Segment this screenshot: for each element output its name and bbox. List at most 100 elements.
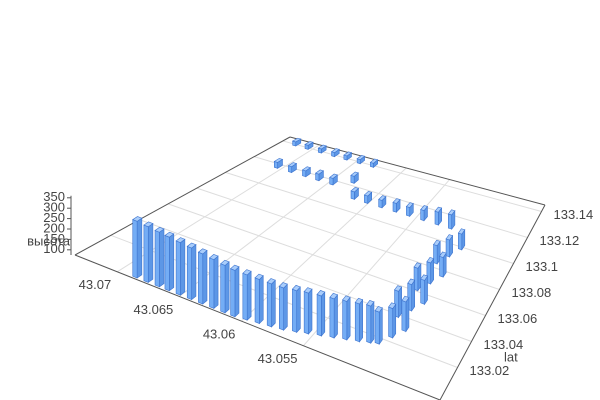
- bar-side: [224, 261, 230, 314]
- bar-front: [350, 174, 355, 184]
- bar-side: [169, 233, 175, 292]
- bar-front: [350, 190, 355, 200]
- bar-top: [439, 251, 447, 258]
- bar-front: [388, 306, 394, 339]
- y-axis-title: lat: [504, 349, 518, 364]
- bar-top: [301, 166, 312, 172]
- bar: [369, 158, 379, 168]
- bar-side: [271, 279, 276, 328]
- bar-top: [350, 187, 360, 193]
- bar-side: [191, 244, 197, 301]
- bar: [447, 209, 456, 231]
- bar-top: [378, 195, 387, 201]
- bar-top: [186, 242, 197, 249]
- z-tick-label: 250: [43, 210, 65, 225]
- bar-side: [180, 238, 186, 296]
- bar-front: [230, 268, 236, 318]
- grid-line: [282, 140, 542, 212]
- bar: [220, 259, 230, 314]
- bar: [164, 231, 175, 292]
- bar-side: [259, 275, 264, 325]
- bar: [426, 257, 435, 285]
- bar-top: [304, 141, 314, 146]
- bar-front: [164, 235, 170, 292]
- bar-front: [406, 206, 411, 217]
- bar-side: [392, 303, 397, 339]
- bar-front: [266, 281, 272, 328]
- bar-front: [448, 213, 453, 230]
- bar-top: [291, 137, 302, 143]
- bar-side: [159, 228, 165, 288]
- bar-front: [329, 296, 335, 339]
- bar: [316, 290, 326, 337]
- bar: [363, 191, 373, 205]
- y-tick-label: 133.12: [540, 233, 580, 248]
- bar-top: [330, 148, 340, 153]
- bar-side: [378, 306, 383, 346]
- z-tick-label: 100: [43, 241, 65, 256]
- bar: [143, 221, 154, 283]
- bar: [197, 248, 208, 305]
- bar: [350, 187, 360, 201]
- floor-edge: [439, 204, 546, 400]
- bar: [342, 295, 351, 341]
- bar-side: [398, 286, 402, 319]
- bar: [401, 295, 410, 333]
- bar-side: [370, 301, 375, 345]
- grid-line: [139, 219, 472, 342]
- bar-side: [136, 217, 143, 279]
- bar-top: [254, 273, 264, 280]
- bar: [314, 169, 325, 182]
- bar-front: [364, 194, 369, 204]
- bar: [230, 264, 240, 318]
- bar: [445, 234, 454, 258]
- bar-top: [164, 231, 175, 238]
- bar-front: [292, 288, 298, 333]
- bar-front: [132, 219, 138, 279]
- bar: [304, 141, 314, 150]
- y-tick-label: 133.14: [554, 207, 594, 222]
- bar-top: [242, 269, 252, 276]
- bar-side: [333, 294, 338, 339]
- bar-top: [413, 262, 422, 269]
- bar-top: [266, 278, 276, 285]
- bar: [301, 166, 312, 178]
- bar-front: [316, 293, 322, 337]
- bar-front: [420, 209, 425, 222]
- bar-top: [220, 259, 230, 266]
- floor-edge: [74, 136, 291, 256]
- bar-side: [405, 296, 410, 333]
- bar-side: [308, 288, 313, 335]
- bar: [254, 273, 264, 325]
- bar: [343, 151, 353, 161]
- bar: [329, 173, 339, 186]
- y-tick-label: 133.06: [498, 311, 538, 326]
- bar: [413, 262, 422, 292]
- bar: [388, 302, 397, 339]
- bar-top: [154, 226, 165, 233]
- y-tick-label: 133.04: [484, 337, 524, 352]
- bar: [457, 228, 466, 251]
- bar-side: [234, 266, 240, 318]
- bar-front: [366, 304, 372, 344]
- bar-top: [388, 302, 397, 309]
- bar-top: [316, 290, 326, 297]
- bar-front: [439, 255, 444, 278]
- bar-top: [434, 206, 443, 213]
- bar: [420, 274, 429, 306]
- bar-top: [197, 248, 208, 255]
- bar: [330, 148, 340, 158]
- bar: [329, 292, 339, 339]
- bar-side: [296, 286, 301, 334]
- x-tick-label: 43.07: [79, 277, 112, 292]
- bar: [132, 216, 143, 279]
- bar: [208, 254, 219, 310]
- bar: [186, 242, 197, 301]
- bar: [291, 137, 302, 147]
- y-tick-label: 133.1: [526, 259, 559, 274]
- z-tick-label: 200: [43, 220, 65, 235]
- bar: [287, 162, 298, 174]
- bar: [366, 299, 375, 345]
- bar-top: [230, 264, 240, 271]
